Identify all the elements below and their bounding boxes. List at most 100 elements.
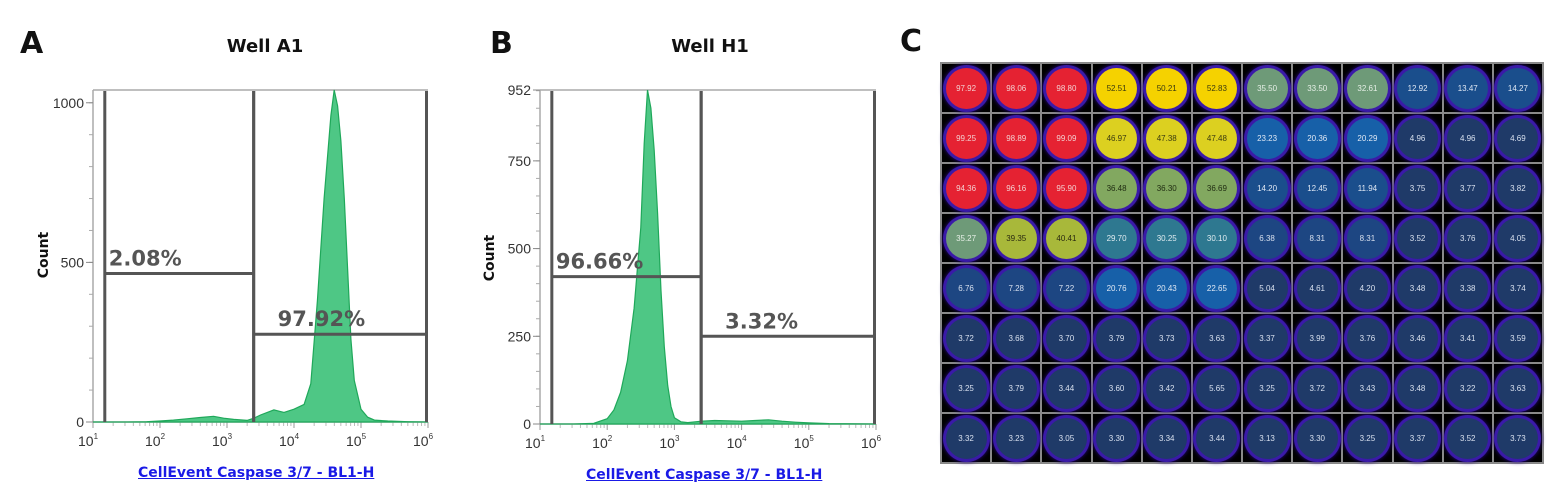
plate-well-cell[interactable]: 3.72 bbox=[941, 313, 992, 363]
plate-well-cell[interactable]: 3.38 bbox=[1442, 263, 1493, 313]
plate-well-cell[interactable]: 97.92 bbox=[941, 63, 992, 113]
plate-well-cell[interactable]: 6.76 bbox=[941, 263, 992, 313]
plate-well-cell[interactable]: 8.31 bbox=[1342, 213, 1393, 263]
plate-well-cell[interactable]: 3.73 bbox=[1141, 313, 1192, 363]
plate-well-cell[interactable]: 3.63 bbox=[1191, 313, 1242, 363]
plate-well-cell[interactable]: 23.23 bbox=[1242, 113, 1293, 163]
plate-well-cell[interactable]: 3.41 bbox=[1442, 313, 1493, 363]
plate-well-cell[interactable]: 3.73 bbox=[1492, 413, 1543, 463]
plate-well-cell[interactable]: 3.68 bbox=[991, 313, 1042, 363]
x-axis-label-link-a[interactable]: CellEvent Caspase 3/7 - BL1-H bbox=[138, 465, 375, 481]
plate-well-cell[interactable]: 3.48 bbox=[1392, 263, 1443, 313]
plate-well-cell[interactable]: 52.51 bbox=[1091, 63, 1142, 113]
plate-well-cell[interactable]: 3.77 bbox=[1442, 163, 1493, 213]
plate-well-cell[interactable]: 3.44 bbox=[1191, 413, 1242, 463]
plate-well-cell[interactable]: 3.32 bbox=[941, 413, 992, 463]
plate-well-cell[interactable]: 32.61 bbox=[1342, 63, 1393, 113]
plate-well-cell[interactable]: 7.22 bbox=[1041, 263, 1092, 313]
plate-well-cell[interactable]: 5.65 bbox=[1191, 363, 1242, 413]
plate-well-cell[interactable]: 3.75 bbox=[1392, 163, 1443, 213]
plate-well-cell[interactable]: 4.96 bbox=[1392, 113, 1443, 163]
plate-well-cell[interactable]: 7.28 bbox=[991, 263, 1042, 313]
plate-well-cell[interactable]: 47.38 bbox=[1141, 113, 1192, 163]
plate-well-cell[interactable]: 35.50 bbox=[1242, 63, 1293, 113]
plate-well: 3.46 bbox=[1397, 317, 1439, 359]
plate-well-cell[interactable]: 3.52 bbox=[1392, 213, 1443, 263]
plate-well-cell[interactable]: 8.31 bbox=[1292, 213, 1343, 263]
plate-well-cell[interactable]: 36.30 bbox=[1141, 163, 1192, 213]
plate-well-cell[interactable]: 40.41 bbox=[1041, 213, 1092, 263]
plate-well-cell[interactable]: 30.10 bbox=[1191, 213, 1242, 263]
plate-well-cell[interactable]: 3.37 bbox=[1242, 313, 1293, 363]
plate-well-cell[interactable]: 4.61 bbox=[1292, 263, 1343, 313]
plate-well-cell[interactable]: 3.60 bbox=[1091, 363, 1142, 413]
plate-well-cell[interactable]: 46.97 bbox=[1091, 113, 1142, 163]
plate-well-cell[interactable]: 39.35 bbox=[991, 213, 1042, 263]
plate-well-cell[interactable]: 4.69 bbox=[1492, 113, 1543, 163]
plate-well-cell[interactable]: 20.29 bbox=[1342, 113, 1393, 163]
plate-well-cell[interactable]: 50.21 bbox=[1141, 63, 1192, 113]
plate-well-cell[interactable]: 3.43 bbox=[1342, 363, 1393, 413]
plate-well-cell[interactable]: 3.05 bbox=[1041, 413, 1092, 463]
plate-well-cell[interactable]: 3.42 bbox=[1141, 363, 1192, 413]
plate-well-cell[interactable]: 3.44 bbox=[1041, 363, 1092, 413]
plate-well-cell[interactable]: 98.89 bbox=[991, 113, 1042, 163]
plate-well-cell[interactable]: 52.83 bbox=[1191, 63, 1242, 113]
plate-well-cell[interactable]: 3.52 bbox=[1442, 413, 1493, 463]
plate-well-cell[interactable]: 3.82 bbox=[1492, 163, 1543, 213]
plate-well-cell[interactable]: 3.59 bbox=[1492, 313, 1543, 363]
plate-well-cell[interactable]: 13.47 bbox=[1442, 63, 1493, 113]
plate-well-cell[interactable]: 14.27 bbox=[1492, 63, 1543, 113]
plate-well-cell[interactable]: 94.36 bbox=[941, 163, 992, 213]
plate-well-cell[interactable]: 14.20 bbox=[1242, 163, 1293, 213]
plate-well-cell[interactable]: 95.90 bbox=[1041, 163, 1092, 213]
plate-well-cell[interactable]: 3.72 bbox=[1292, 363, 1343, 413]
plate-well-cell[interactable]: 3.48 bbox=[1392, 363, 1443, 413]
plate-well-cell[interactable]: 96.16 bbox=[991, 163, 1042, 213]
plate-well-cell[interactable]: 5.04 bbox=[1242, 263, 1293, 313]
plate-well-cell[interactable]: 20.76 bbox=[1091, 263, 1142, 313]
plate-well-cell[interactable]: 20.36 bbox=[1292, 113, 1343, 163]
plate-well-cell[interactable]: 3.30 bbox=[1091, 413, 1142, 463]
plate-well-cell[interactable]: 47.48 bbox=[1191, 113, 1242, 163]
plate-well-cell[interactable]: 12.92 bbox=[1392, 63, 1443, 113]
plate-well-cell[interactable]: 4.96 bbox=[1442, 113, 1493, 163]
plate-well-cell[interactable]: 3.34 bbox=[1141, 413, 1192, 463]
plate-well-cell[interactable]: 3.30 bbox=[1292, 413, 1343, 463]
plate-well-cell[interactable]: 98.06 bbox=[991, 63, 1042, 113]
plate-well-cell[interactable]: 3.25 bbox=[1342, 413, 1393, 463]
plate-well-cell[interactable]: 35.27 bbox=[941, 213, 992, 263]
plate-well-cell[interactable]: 33.50 bbox=[1292, 63, 1343, 113]
plate-well-cell[interactable]: 12.45 bbox=[1292, 163, 1343, 213]
plate-well-cell[interactable]: 3.70 bbox=[1041, 313, 1092, 363]
plate-well-cell[interactable]: 4.20 bbox=[1342, 263, 1393, 313]
plate-well-cell[interactable]: 3.46 bbox=[1392, 313, 1443, 363]
plate-well-cell[interactable]: 98.80 bbox=[1041, 63, 1092, 113]
plate-well-cell[interactable]: 6.38 bbox=[1242, 213, 1293, 263]
plate-well-cell[interactable]: 29.70 bbox=[1091, 213, 1142, 263]
plate-well-cell[interactable]: 3.25 bbox=[1242, 363, 1293, 413]
plate-well-cell[interactable]: 3.63 bbox=[1492, 363, 1543, 413]
plate-well-cell[interactable]: 3.99 bbox=[1292, 313, 1343, 363]
plate-well-cell[interactable]: 99.09 bbox=[1041, 113, 1092, 163]
plate-well-cell[interactable]: 20.43 bbox=[1141, 263, 1192, 313]
plate-well-cell[interactable]: 3.79 bbox=[991, 363, 1042, 413]
plate-well-cell[interactable]: 30.25 bbox=[1141, 213, 1192, 263]
plate-well-cell[interactable]: 3.37 bbox=[1392, 413, 1443, 463]
plate-well-cell[interactable]: 99.25 bbox=[941, 113, 992, 163]
plate-well-cell[interactable]: 3.79 bbox=[1091, 313, 1142, 363]
plate-well-cell[interactable]: 4.05 bbox=[1492, 213, 1543, 263]
plate-well-cell[interactable]: 36.69 bbox=[1191, 163, 1242, 213]
plate-well-cell[interactable]: 3.76 bbox=[1442, 213, 1493, 263]
x-axis-label-link-b[interactable]: CellEvent Caspase 3/7 - BL1-H bbox=[586, 467, 823, 483]
plate-well-cell[interactable]: 3.25 bbox=[941, 363, 992, 413]
plate-well-cell[interactable]: 3.13 bbox=[1242, 413, 1293, 463]
plate-well-cell[interactable]: 3.76 bbox=[1342, 313, 1393, 363]
plate-well-cell[interactable]: 36.48 bbox=[1091, 163, 1142, 213]
plate-well-cell[interactable]: 3.74 bbox=[1492, 263, 1543, 313]
plate-well-cell[interactable]: 3.23 bbox=[991, 413, 1042, 463]
plate-well: 3.43 bbox=[1346, 367, 1388, 409]
plate-well-cell[interactable]: 11.94 bbox=[1342, 163, 1393, 213]
plate-well-cell[interactable]: 22.65 bbox=[1191, 263, 1242, 313]
plate-well-cell[interactable]: 3.22 bbox=[1442, 363, 1493, 413]
